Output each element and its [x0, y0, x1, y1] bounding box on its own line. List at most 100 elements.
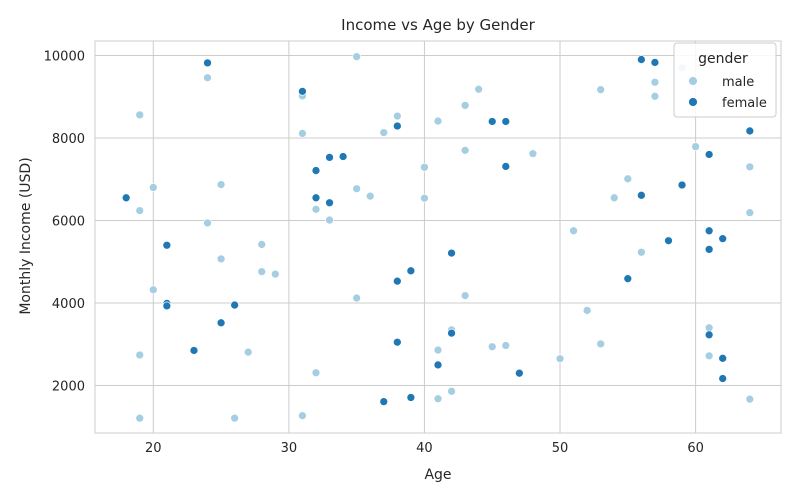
- data-point-male: [528, 149, 538, 158]
- data-point-female: [189, 346, 199, 355]
- data-point-female: [447, 328, 456, 338]
- y-tick-label: 4000: [52, 297, 85, 312]
- legend-title: gender: [698, 51, 748, 67]
- data-point-male: [243, 347, 253, 357]
- data-point-male: [298, 411, 307, 421]
- data-point-male: [379, 128, 389, 137]
- data-point-female: [501, 117, 511, 126]
- data-point-male: [216, 254, 226, 264]
- data-point-female: [433, 360, 443, 370]
- data-point-female: [379, 397, 389, 406]
- x-tick-label: 30: [281, 441, 298, 456]
- data-point-female: [338, 152, 348, 161]
- x-tick-label: 60: [687, 441, 704, 456]
- data-point-male: [352, 52, 362, 62]
- x-tick-labels: 20 30 40 50 60: [145, 441, 704, 456]
- x-axis-label: Age: [424, 467, 451, 483]
- data-point-female: [704, 226, 714, 236]
- data-point-male: [745, 394, 755, 404]
- data-point-female: [664, 236, 673, 246]
- data-point-female: [718, 234, 728, 244]
- data-point-male: [230, 413, 239, 423]
- data-point-male: [691, 142, 700, 151]
- legend-label-female: female: [722, 96, 767, 111]
- data-point-female: [718, 353, 728, 363]
- chart-title: Income vs Age by Gender: [341, 16, 535, 34]
- data-point-male: [420, 193, 429, 203]
- data-point-male: [650, 77, 660, 87]
- data-point-male: [609, 193, 619, 203]
- data-point-male: [501, 341, 511, 350]
- data-point-female: [121, 193, 131, 203]
- data-point-male: [596, 339, 606, 349]
- legend-box: [673, 42, 777, 118]
- data-point-male: [392, 111, 402, 121]
- data-point-female: [392, 337, 402, 347]
- data-point-female: [325, 153, 334, 162]
- data-point-male: [135, 110, 145, 120]
- data-point-female: [406, 266, 416, 276]
- data-point-male: [257, 240, 267, 249]
- data-points: [121, 52, 755, 423]
- data-point-female: [718, 374, 728, 383]
- data-point-male: [352, 293, 362, 303]
- data-point-female: [447, 248, 456, 258]
- data-point-male: [460, 101, 470, 110]
- data-point-male: [135, 413, 145, 423]
- data-point-male: [555, 354, 565, 364]
- data-point-female: [311, 193, 321, 203]
- data-point-male: [216, 180, 226, 189]
- data-point-female: [216, 318, 226, 328]
- data-point-male: [637, 247, 646, 257]
- plot-frame: [94, 40, 782, 434]
- x-tick-label: 40: [416, 441, 433, 456]
- data-point-male: [433, 394, 443, 404]
- data-point-male: [745, 208, 755, 218]
- data-point-male: [203, 218, 212, 228]
- data-point-male: [203, 73, 212, 83]
- data-point-male: [433, 345, 443, 355]
- data-point-male: [365, 191, 375, 201]
- x-tick-label: 20: [145, 441, 162, 456]
- data-point-male: [311, 205, 321, 214]
- data-point-male: [325, 215, 334, 225]
- data-point-male: [460, 291, 470, 300]
- data-point-female: [392, 121, 402, 131]
- data-point-female: [406, 393, 416, 402]
- legend: gender male female: [673, 42, 777, 118]
- data-point-female: [162, 301, 172, 311]
- y-tick-label: 10000: [44, 49, 85, 64]
- data-point-female: [637, 190, 646, 200]
- data-point-female: [298, 86, 307, 96]
- data-point-female: [514, 368, 524, 378]
- legend-marker-female: [688, 97, 698, 107]
- data-point-male: [582, 306, 592, 315]
- data-point-male: [298, 129, 307, 138]
- data-point-male: [270, 269, 280, 279]
- data-point-male: [420, 162, 429, 172]
- data-point-female: [704, 150, 714, 159]
- y-tick-label: 8000: [52, 132, 85, 147]
- y-tick-label: 2000: [52, 380, 85, 395]
- data-point-female: [637, 55, 646, 64]
- data-point-female: [677, 180, 687, 190]
- data-point-female: [392, 276, 402, 286]
- data-point-male: [148, 285, 158, 295]
- data-point-male: [311, 368, 321, 378]
- data-point-male: [623, 174, 633, 184]
- legend-label-male: male: [722, 75, 754, 90]
- data-point-male: [745, 162, 755, 172]
- data-point-male: [487, 342, 497, 352]
- data-point-female: [704, 245, 714, 254]
- data-point-male: [135, 350, 145, 360]
- x-tick-label: 50: [552, 441, 569, 456]
- data-point-male: [596, 85, 606, 95]
- data-point-female: [704, 330, 714, 340]
- data-point-female: [623, 274, 633, 284]
- data-point-male: [460, 145, 470, 155]
- data-point-female: [203, 58, 212, 68]
- legend-marker-male: [688, 76, 698, 86]
- data-point-female: [650, 58, 660, 67]
- data-point-male: [569, 226, 578, 236]
